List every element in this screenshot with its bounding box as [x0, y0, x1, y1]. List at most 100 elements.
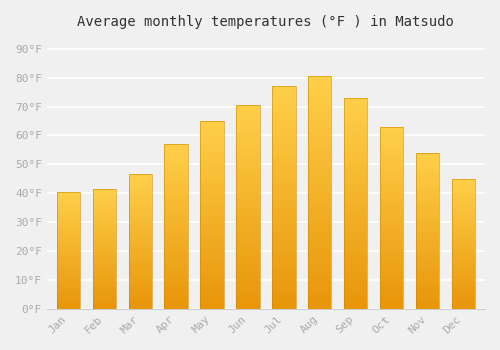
Bar — [92, 287, 116, 288]
Bar — [308, 223, 332, 225]
Bar — [56, 192, 80, 309]
Bar — [416, 172, 439, 173]
Bar — [56, 298, 80, 299]
Bar — [92, 289, 116, 291]
Bar — [308, 209, 332, 211]
Bar — [272, 262, 295, 264]
Bar — [380, 240, 404, 242]
Bar — [164, 243, 188, 245]
Bar — [164, 170, 188, 172]
Bar — [272, 251, 295, 253]
Bar — [236, 117, 260, 119]
Bar — [128, 247, 152, 248]
Bar — [56, 290, 80, 291]
Bar — [164, 307, 188, 309]
Bar — [380, 261, 404, 263]
Bar — [344, 292, 368, 294]
Bar — [92, 189, 116, 190]
Bar — [308, 176, 332, 178]
Bar — [200, 226, 224, 228]
Bar — [344, 239, 368, 241]
Bar — [380, 301, 404, 303]
Bar — [416, 201, 439, 203]
Bar — [128, 189, 152, 190]
Bar — [164, 287, 188, 289]
Bar — [272, 300, 295, 302]
Bar — [416, 259, 439, 260]
Bar — [452, 290, 475, 292]
Bar — [92, 202, 116, 203]
Bar — [308, 253, 332, 255]
Bar — [452, 179, 475, 309]
Bar — [344, 136, 368, 138]
Bar — [380, 278, 404, 280]
Bar — [56, 233, 80, 234]
Bar — [344, 298, 368, 300]
Bar — [164, 203, 188, 205]
Bar — [452, 305, 475, 306]
Bar — [56, 236, 80, 237]
Bar — [380, 307, 404, 309]
Bar — [272, 108, 295, 111]
Bar — [92, 261, 116, 262]
Bar — [308, 137, 332, 139]
Bar — [164, 294, 188, 296]
Bar — [164, 292, 188, 294]
Bar — [92, 280, 116, 281]
Bar — [164, 306, 188, 307]
Bar — [452, 307, 475, 309]
Bar — [380, 205, 404, 207]
Bar — [164, 289, 188, 290]
Bar — [344, 250, 368, 252]
Bar — [236, 280, 260, 282]
Bar — [272, 202, 295, 204]
Bar — [380, 212, 404, 214]
Bar — [56, 267, 80, 268]
Bar — [416, 173, 439, 175]
Bar — [452, 243, 475, 244]
Bar — [56, 205, 80, 206]
Bar — [452, 210, 475, 211]
Bar — [452, 297, 475, 298]
Bar — [92, 298, 116, 299]
Bar — [200, 185, 224, 187]
Bar — [308, 237, 332, 239]
Bar — [344, 267, 368, 269]
Bar — [92, 255, 116, 256]
Bar — [272, 220, 295, 222]
Bar — [92, 214, 116, 215]
Bar — [272, 193, 295, 195]
Bar — [308, 202, 332, 204]
Bar — [380, 185, 404, 187]
Bar — [272, 293, 295, 295]
Bar — [56, 274, 80, 275]
Bar — [344, 174, 368, 176]
Bar — [380, 214, 404, 216]
Bar — [128, 236, 152, 238]
Bar — [344, 216, 368, 218]
Bar — [380, 180, 404, 181]
Bar — [272, 249, 295, 251]
Bar — [308, 281, 332, 283]
Bar — [200, 123, 224, 125]
Bar — [200, 286, 224, 288]
Bar — [200, 121, 224, 123]
Bar — [164, 290, 188, 292]
Bar — [272, 226, 295, 229]
Bar — [164, 248, 188, 250]
Bar — [416, 273, 439, 274]
Bar — [200, 190, 224, 192]
Bar — [56, 304, 80, 305]
Bar — [308, 272, 332, 274]
Bar — [200, 284, 224, 286]
Bar — [308, 116, 332, 118]
Bar — [56, 294, 80, 295]
Bar — [416, 178, 439, 179]
Bar — [164, 302, 188, 304]
Bar — [416, 299, 439, 301]
Bar — [380, 269, 404, 271]
Bar — [128, 211, 152, 212]
Bar — [272, 115, 295, 118]
Bar — [452, 266, 475, 267]
Bar — [236, 158, 260, 160]
